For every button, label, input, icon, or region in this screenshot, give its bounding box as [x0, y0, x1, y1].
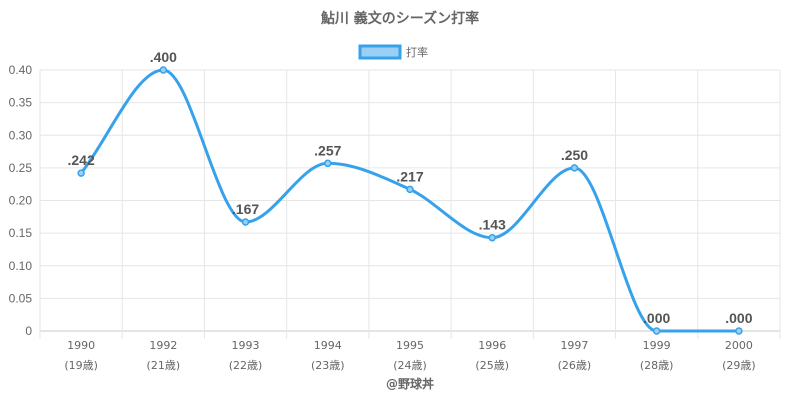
- y-axis-ticks: 0 0.05 0.10 0.15 0.20 0.25 0.30 0.35 0.40: [9, 63, 33, 338]
- data-label: .000: [643, 310, 670, 326]
- y-tick-label: 0.25: [9, 161, 33, 175]
- x-tick-label: 1994: [314, 339, 342, 352]
- chart-title: 鮎川 義文のシーズン打率: [321, 10, 479, 27]
- data-label: .250: [561, 147, 588, 163]
- data-point[interactable]: [735, 327, 743, 335]
- x-tick-label: 2000: [725, 339, 753, 352]
- x-tick-sublabel: (26歳): [558, 359, 592, 372]
- legend-label: 打率: [406, 45, 428, 59]
- x-tick-sublabel: (24歳): [393, 359, 427, 372]
- x-tick-sublabel: (19歳): [64, 359, 98, 372]
- data-label: .242: [67, 152, 94, 168]
- x-tick-sublabel: (28歳): [640, 359, 674, 372]
- legend[interactable]: 打率: [358, 44, 428, 60]
- y-tick-label: 0: [25, 324, 32, 338]
- x-tick-label: 1996: [478, 339, 506, 352]
- data-point[interactable]: [324, 159, 332, 168]
- data-label: .000: [725, 310, 752, 326]
- y-tick-label: 0.05: [9, 291, 33, 305]
- y-tick-label: 0.10: [9, 259, 33, 273]
- x-tick-sublabel: (23歳): [311, 359, 345, 372]
- x-tick-sublabel: (22歳): [229, 359, 263, 372]
- y-tick-label: 0.35: [9, 96, 33, 110]
- data-point[interactable]: [241, 218, 250, 226]
- y-tick-label: 0.20: [9, 194, 33, 208]
- y-tick-label: 0.40: [9, 63, 33, 77]
- x-axis-ticks: 1990 (19歳) 1992 (21歳) 1993 (22歳) 1994 (23歳) 1995…: [64, 339, 755, 372]
- y-tick-label: 0.15: [9, 226, 33, 240]
- data-point[interactable]: [77, 169, 85, 177]
- data-label: .217: [396, 168, 423, 184]
- data-point[interactable]: [159, 66, 168, 74]
- data-label: .143: [479, 217, 506, 233]
- data-label: .400: [150, 49, 177, 65]
- grid: [39, 69, 781, 339]
- x-tick-label: 1999: [643, 339, 671, 352]
- x-tick-label: 1995: [396, 339, 424, 352]
- data-points: [77, 66, 743, 335]
- data-point[interactable]: [406, 185, 414, 194]
- data-point[interactable]: [570, 164, 579, 172]
- y-tick-label: 0.30: [9, 128, 33, 142]
- data-point[interactable]: [488, 233, 496, 242]
- data-label: .167: [232, 201, 259, 217]
- x-tick-label: 1997: [560, 339, 588, 352]
- x-tick-label: 1990: [67, 339, 95, 352]
- credit-text: @野球丼: [386, 376, 434, 391]
- x-tick-sublabel: (29歳): [722, 359, 756, 372]
- x-tick-sublabel: (21歳): [147, 359, 181, 372]
- x-tick-sublabel: (25歳): [475, 359, 509, 372]
- data-labels: .242 .400 .167 .257 .217 .143 .250 .000 .000: [67, 49, 752, 326]
- x-tick-label: 1992: [149, 339, 177, 352]
- legend-swatch: [358, 44, 402, 60]
- data-label: .257: [314, 142, 341, 158]
- x-tick-label: 1993: [232, 339, 260, 352]
- data-point[interactable]: [652, 327, 661, 335]
